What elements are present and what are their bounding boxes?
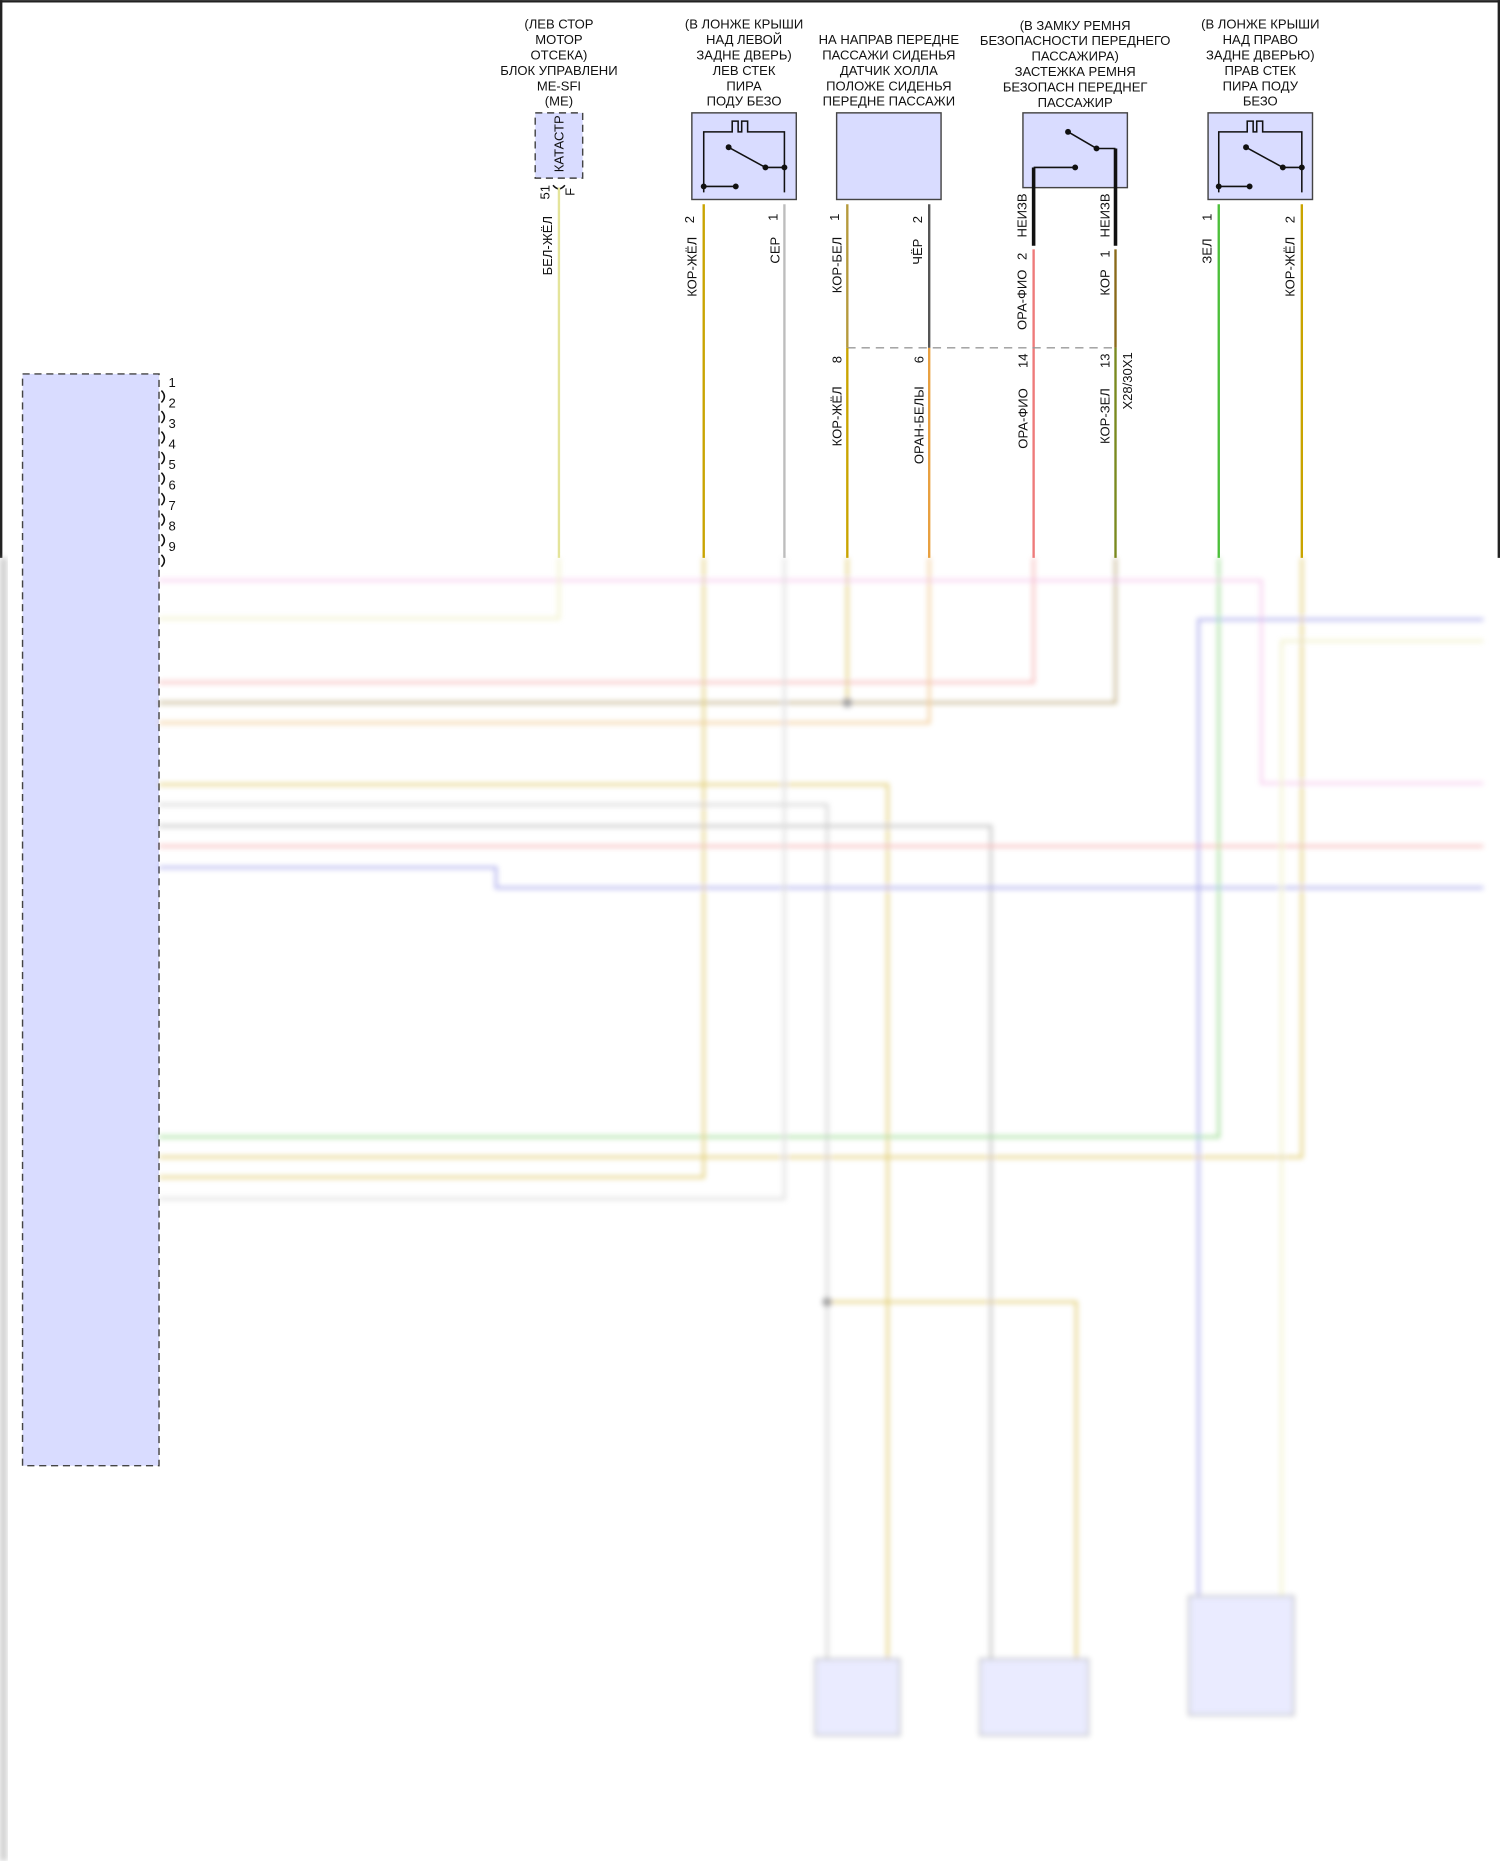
component-label-line: ДАТЧИК ХОЛЛА [840, 63, 938, 78]
component-label-line: (В ЛОНЖЕ КРЫШИ [685, 17, 803, 32]
component-label-line: МОТОР [535, 32, 583, 47]
component-label-line: (ME) [545, 94, 573, 109]
wire-label: КОР-ЖЁЛ [829, 386, 844, 446]
component-label-line: ЛЕВ СТЕК [713, 63, 776, 78]
pin-label: 1 [827, 214, 842, 221]
component-label-line: БЕЗОПАСН ПЕРЕДНЕГ [1003, 79, 1148, 94]
wire-label: НЕИЗВ [1015, 193, 1030, 237]
pin-label: 8 [169, 519, 176, 534]
component-label-line: (ЛЕВ СТОР [524, 17, 593, 32]
pin-contact [160, 431, 166, 445]
pin-label: 2 [910, 216, 925, 223]
wire-label: СЕР [768, 236, 783, 263]
wire-label: КОР-БЕЛ [829, 237, 844, 293]
component-label-line: ПАССАЖИР [1038, 95, 1113, 110]
wire-label: НЕИЗВ [1098, 193, 1113, 237]
component-label-line: ЗАСТЕЖКА РЕМНЯ [1015, 64, 1136, 79]
component-label-line: ПАССАЖИРА) [1031, 49, 1118, 64]
component-label-line: ПОЛОЖЕ СИДЕНЬЯ [826, 78, 951, 93]
component-label-line: ЗАДНЕ ДВЕРЬЮ) [1206, 47, 1315, 62]
wire-label: ЗЕЛ [1200, 238, 1215, 263]
wire-label: ОРА-ФИО [1016, 388, 1031, 448]
pin-contact [160, 390, 166, 403]
pin-label: 6 [169, 478, 176, 493]
component-label-line: БЛОК УПРАВЛЕНИ [500, 63, 617, 78]
component-label-line: (В ЗАМКУ РЕМНЯ [1020, 18, 1131, 33]
pin-contact [160, 472, 166, 486]
pin-label: 5 [169, 457, 176, 472]
component-label-line: ПИРА [726, 78, 762, 93]
wire-label: БЕЛ-ЖЁЛ [540, 216, 555, 276]
pin-contact [160, 554, 166, 568]
component-label-line: БЕЗО [1243, 94, 1278, 109]
connector-label: X28/30X1 [1120, 352, 1135, 409]
pin-label: 6 [911, 356, 926, 363]
wire-label: КОР-ЗЕЛ [1098, 388, 1113, 444]
blurred-wiring-area [159, 557, 1484, 1736]
component-label-line: НАД ЛЕВОЙ [706, 32, 782, 47]
pin-contact [160, 451, 166, 465]
component-label-line: ПЕРЕДНЕ ПАССАЖИ [823, 94, 956, 109]
component-label-line: ПИРА ПОДУ [1223, 78, 1299, 93]
pin-label: 2 [169, 396, 176, 411]
pin-label: 2 [682, 216, 697, 223]
pin-label: F [562, 188, 577, 196]
component-label-line: (В ЛОНЖЕ КРЫШИ [1201, 17, 1319, 32]
component-label-line: ОТСЕКА) [530, 47, 587, 62]
pin-label: 3 [169, 416, 176, 431]
pin-contact [160, 533, 166, 547]
wire-label: КОР [1098, 269, 1113, 296]
component-label-line: ЗАДНЕ ДВЕРЬ) [696, 47, 791, 62]
wire-label: КОР-ЖЁЛ [1283, 237, 1298, 297]
pin-label: 8 [829, 356, 844, 363]
component-label-line: БЕЗОПАСНОСТИ ПЕРЕДНЕГО [980, 33, 1171, 48]
component-label-line: ПРАВ СТЕК [1225, 63, 1297, 78]
component-label-line: НАД ПРАВО [1223, 32, 1298, 47]
pin-label: 4 [169, 437, 176, 452]
pin-label: 1 [765, 214, 780, 221]
component-label-line: ПАССАЖИ СИДЕНЬЯ [822, 47, 955, 62]
pin-label: 1 [1200, 214, 1215, 221]
pin-label: 2 [1015, 253, 1030, 260]
component-label-line: НА НАПРАВ ПЕРЕДНЕ [819, 32, 960, 47]
wire-label: ОРАН-БЕЛЫ [911, 386, 926, 464]
pin-label: 9 [169, 539, 176, 554]
pin-label: 7 [169, 498, 176, 513]
ecm-inner-label: КАТАСТР [552, 115, 567, 172]
component-label-line: ПОДУ БЕЗО [707, 94, 782, 109]
pin-contact [160, 513, 166, 527]
connector-x28-30x1: 8 6 14 13 X28/30X1 КОР-ЖЁЛ ОРАН-БЕЛЫ ОРА… [829, 347, 1135, 558]
wire-label: КОР-ЖЁЛ [685, 237, 700, 297]
pin-label: 14 [1016, 353, 1031, 368]
pin-label: 51 [537, 185, 552, 200]
component-label-line: ME-SFI [537, 78, 581, 93]
pin-contact [160, 492, 166, 506]
pin-label: 13 [1098, 353, 1113, 368]
pin-label: 2 [1283, 216, 1298, 223]
wire-label: ОРА-ФИО [1015, 270, 1030, 330]
pin-label: 1 [1098, 250, 1113, 257]
pin-label: 1 [169, 375, 176, 390]
wire-label: ЧЁР [910, 238, 925, 264]
pin-contact [160, 410, 166, 424]
airbag-control-unit: 1 2 3 4 5 6 7 8 9 [21, 373, 176, 1467]
